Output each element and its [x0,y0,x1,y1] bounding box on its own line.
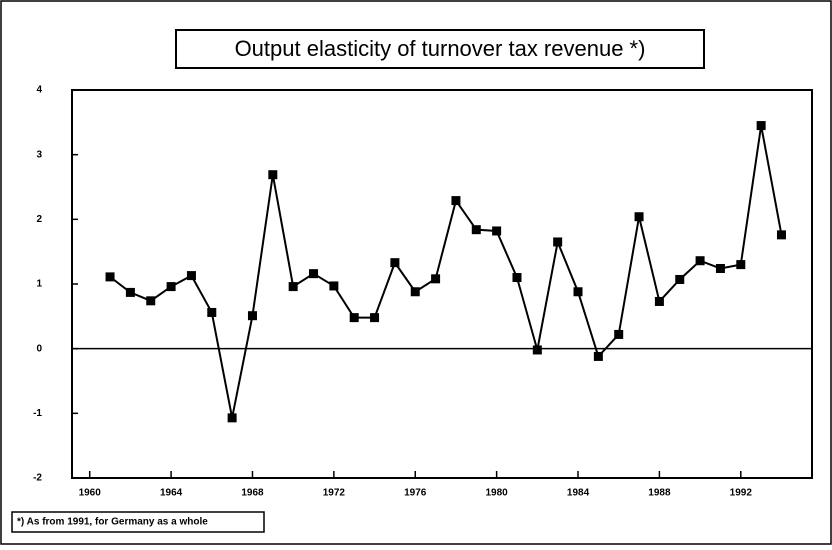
marker [105,272,115,282]
y-tick-label: 0 [36,343,42,354]
line [109,125,783,419]
marker [329,281,339,291]
marker [695,256,705,266]
marker [614,329,624,339]
marker [654,296,664,306]
marker [736,260,746,270]
footnote-box [11,511,265,533]
marker [715,263,725,273]
x-tick-label: 1992 [730,488,753,499]
marker [756,121,766,131]
marker [166,282,176,292]
marker [370,313,380,323]
marker [309,269,319,279]
x-tick-label: 1976 [404,488,427,499]
marker [227,413,237,423]
marker [593,351,603,361]
marker [451,196,461,206]
chart-title: Output elasticity of turnover tax revenu… [235,36,646,61]
marker [288,282,298,292]
marker [268,170,278,180]
marker [492,226,502,236]
marker [390,258,400,268]
x-tick-label: 1960 [79,488,102,499]
x-tick-label: 1980 [486,488,509,499]
marker [431,274,441,284]
marker [247,311,257,321]
x-tick-label: 1972 [323,488,346,499]
y-tick-label: -2 [33,473,42,484]
marker [532,345,542,355]
y-tick-label: 2 [36,214,42,225]
marker [207,307,217,317]
y-tick-label: -1 [33,408,42,419]
marker [675,274,685,284]
marker [410,287,420,297]
x-tick-label: 1984 [567,488,590,499]
marker [146,296,156,306]
marker [512,273,522,283]
x-tick-label: 1988 [648,488,671,499]
marker [471,225,481,235]
title-box [175,29,705,69]
y-tick-label: 4 [36,85,42,96]
footnote: *) As from 1991, for Germany as a whole [17,517,208,528]
marker [634,212,644,222]
x-tick-label: 1964 [160,488,183,499]
x-tick-label: 1968 [241,488,264,499]
marker [573,287,583,297]
y-tick-label: 3 [36,149,42,160]
marker [186,271,196,281]
y-tick-label: 1 [36,279,42,290]
marker [349,313,359,323]
marker [776,230,786,240]
marker [125,287,135,297]
marker [553,237,563,247]
